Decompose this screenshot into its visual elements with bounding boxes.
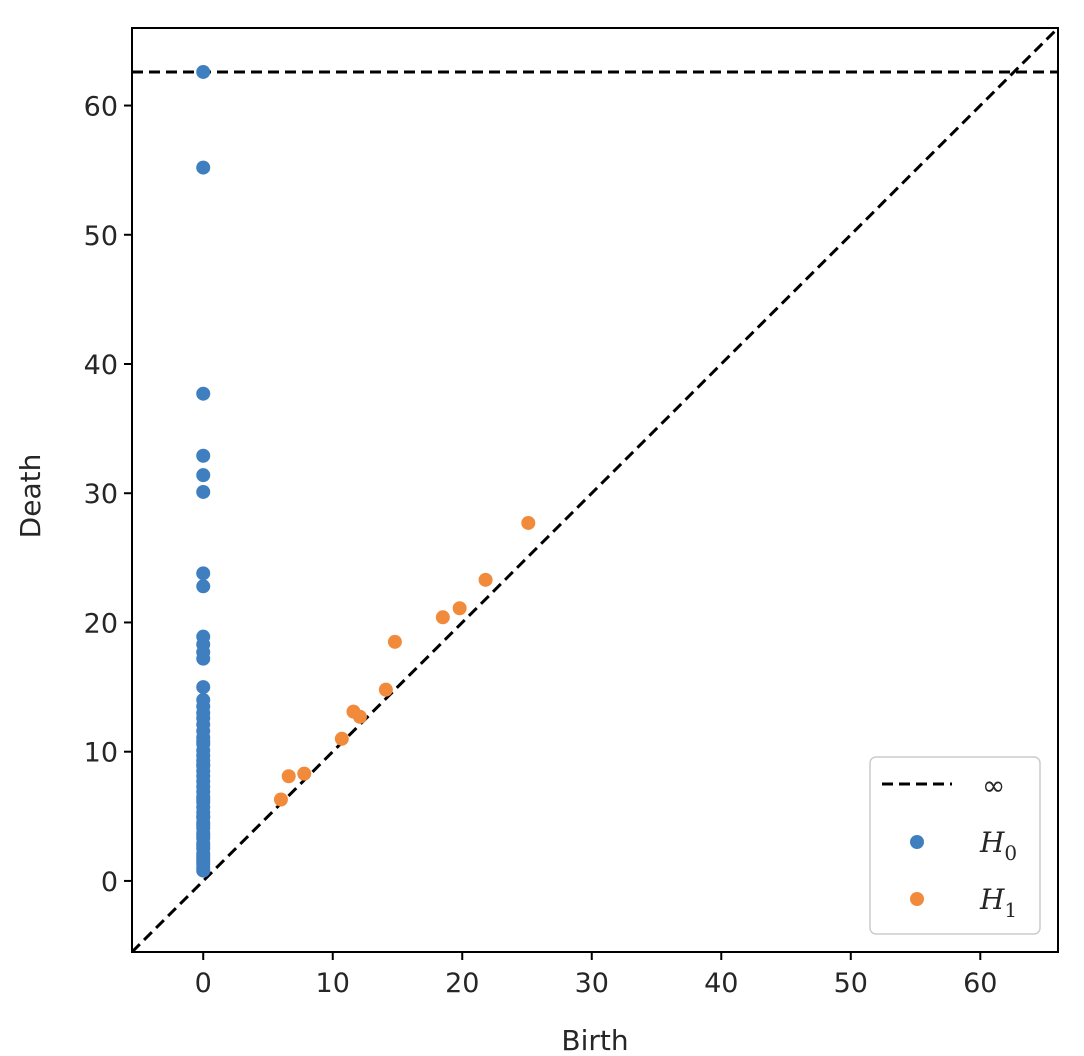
h0-point: [196, 651, 211, 666]
y-tick-label: 40: [84, 350, 118, 381]
h0-point: [196, 386, 211, 401]
legend-h1-name: H: [979, 883, 1005, 916]
legend-h1-label: H1: [979, 883, 1017, 922]
h1-point: [273, 792, 288, 807]
x-tick-label: 40: [704, 968, 738, 999]
legend-infinity-label: ∞: [982, 769, 1005, 802]
legend-h0-label: H0: [979, 826, 1017, 865]
h0-point: [196, 64, 211, 79]
x-tick-label: 0: [195, 968, 212, 999]
h0-point: [196, 757, 211, 772]
x-tick-label: 60: [963, 968, 997, 999]
h0-point: [196, 854, 211, 869]
x-tick-label: 10: [316, 968, 350, 999]
legend-h1-marker: [910, 892, 924, 906]
h1-point: [521, 515, 536, 530]
x-tick-label: 50: [834, 968, 868, 999]
h0-point: [196, 448, 211, 463]
x-axis-label: Birth: [561, 1024, 628, 1056]
legend-h1-subscript: 1: [1004, 898, 1017, 922]
h0-point: [196, 818, 211, 833]
y-axis-label: Death: [14, 454, 47, 539]
y-tick-label: 30: [84, 479, 118, 510]
h1-point: [281, 769, 296, 784]
plot-frame: [131, 27, 1059, 953]
h0-point: [196, 734, 211, 749]
h0-point: [196, 680, 211, 695]
plot-marks: [132, 28, 1058, 952]
h1-point: [452, 601, 467, 616]
h1-point: [297, 766, 312, 781]
y-tick-label: 60: [84, 92, 118, 123]
x-tick-label: 30: [575, 968, 609, 999]
h1-point: [334, 731, 349, 746]
axis-ticks: 0 10 20 30 40 50 60 0 10 20 30 40 50 60: [84, 92, 998, 999]
h0-point: [196, 792, 211, 807]
diagonal-line: [132, 28, 1058, 952]
h0-point: [196, 828, 211, 843]
h0-point: [196, 468, 211, 483]
h0-point: [196, 160, 211, 175]
h1-point: [378, 682, 393, 697]
h1-point: [435, 610, 450, 625]
x-tick-label: 20: [445, 968, 479, 999]
y-tick-label: 10: [84, 738, 118, 769]
h1-point: [387, 634, 402, 649]
y-tick-label: 0: [101, 867, 118, 898]
legend: ∞ H0 H1: [869, 756, 1041, 935]
h0-point: [196, 566, 211, 581]
y-tick-label: 50: [84, 221, 118, 252]
y-tick-label: 20: [84, 608, 118, 639]
legend-h0-subscript: 0: [1004, 841, 1017, 865]
legend-h0-name: H: [979, 826, 1005, 859]
h0-point: [196, 484, 211, 499]
h1-point: [352, 709, 367, 724]
h1-point: [478, 572, 493, 587]
h0-point: [196, 839, 211, 854]
legend-box: [869, 756, 1041, 935]
legend-h0-marker: [910, 835, 924, 849]
h0-point: [196, 579, 211, 594]
